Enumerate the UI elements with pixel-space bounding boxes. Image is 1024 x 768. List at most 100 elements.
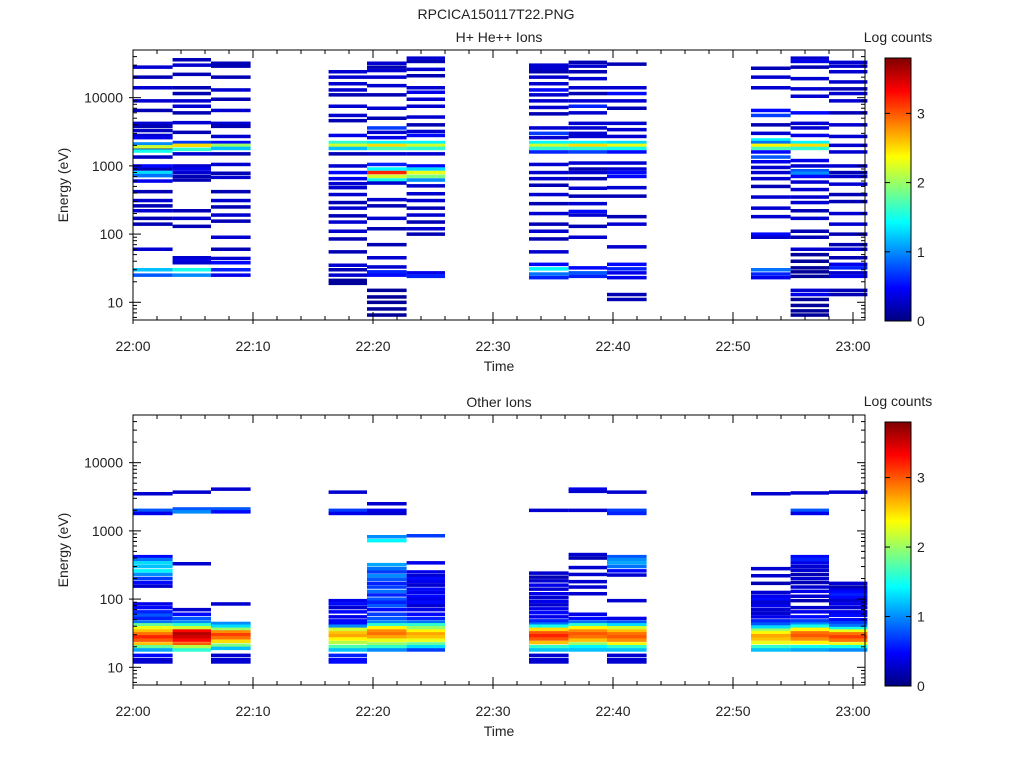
colorbar-tick-label: 3 (917, 105, 925, 121)
heatmap-cell (172, 626, 211, 630)
heatmap-cell (529, 624, 569, 628)
heatmap-cell (367, 65, 407, 69)
heatmap-cell (328, 229, 367, 233)
heatmap-cell (133, 576, 173, 581)
heatmap-cell (568, 592, 607, 596)
heatmap-cell (751, 123, 791, 127)
heatmap-cell (172, 642, 211, 646)
heatmap-cell (328, 624, 367, 628)
heatmap-cell (790, 209, 829, 213)
heatmap-cell (133, 623, 173, 627)
y-tick-label: 100 (100, 591, 124, 607)
heatmap-cell (607, 623, 647, 627)
heatmap-cell (529, 603, 569, 607)
heatmap-cell (529, 583, 569, 587)
heatmap-cell (328, 645, 367, 649)
heatmap-cell (133, 173, 173, 178)
heatmap-cell (328, 281, 367, 286)
heatmap-cell (829, 266, 868, 270)
heatmap-cell (529, 88, 569, 92)
heatmap-cell (529, 135, 569, 140)
heatmap-cell (829, 211, 868, 216)
heatmap-cell (751, 131, 791, 136)
heatmap-cell (568, 99, 607, 103)
heatmap-cell (751, 138, 791, 142)
heatmap-cell (568, 266, 607, 270)
heatmap-cell (751, 184, 791, 189)
heatmap-cell (211, 633, 251, 637)
y-tick-label: 10000 (84, 90, 123, 106)
heatmap-cell (529, 640, 569, 645)
heatmap-cell (328, 631, 367, 635)
heatmap-cell (328, 146, 367, 151)
heatmap-cell (790, 585, 829, 589)
heatmap-cell (328, 268, 367, 272)
heatmap-cell (367, 604, 407, 608)
heatmap-cell (367, 574, 407, 578)
heatmap-cell (133, 561, 173, 565)
heatmap-cell (133, 142, 173, 146)
heatmap-cell (790, 229, 829, 233)
heatmap-cell (172, 164, 211, 168)
heatmap-cell (406, 178, 445, 182)
heatmap-cell (133, 629, 173, 633)
heatmap-cell (790, 87, 829, 91)
heatmap-cell (529, 131, 569, 136)
heatmap-cell (829, 590, 868, 595)
heatmap-cell (406, 579, 445, 584)
heatmap-cell (607, 245, 647, 249)
heatmap-cell (406, 152, 445, 156)
heatmap-cell (829, 182, 868, 186)
heatmap-cell (529, 140, 569, 145)
heatmap-cell (406, 570, 445, 574)
heatmap-cell (607, 86, 647, 90)
heatmap-cell (790, 640, 829, 645)
heatmap-cell (367, 216, 407, 221)
heatmap-cell (529, 653, 569, 658)
heatmap-cell (133, 564, 173, 569)
heatmap-cell (211, 507, 251, 511)
heatmap-cell (328, 619, 367, 623)
heatmap-cell (133, 653, 173, 658)
heatmap-cell (211, 602, 251, 606)
heatmap-cell (367, 270, 407, 274)
heatmap-cell (367, 538, 407, 543)
heatmap-cell (607, 653, 647, 658)
heatmap-cell (751, 268, 791, 272)
heatmap-cell (172, 91, 211, 96)
heatmap-cell (406, 600, 445, 604)
heatmap-cell (172, 174, 211, 179)
heatmap-cell (328, 93, 367, 97)
heatmap-cell (211, 140, 251, 145)
x-tick-label: 22:10 (235, 703, 270, 719)
heatmap-cell (172, 638, 211, 642)
heatmap-cell (607, 146, 647, 151)
heatmap-cell (406, 623, 445, 627)
heatmap-cell (211, 660, 251, 664)
heatmap-cell (367, 607, 407, 612)
heatmap-cell (790, 303, 829, 308)
heatmap-cell (133, 247, 173, 251)
heatmap-cell (607, 645, 647, 649)
heatmap-cell (133, 616, 173, 621)
heatmap-cell (406, 632, 445, 636)
heatmap-cell (328, 657, 367, 662)
heatmap-cell (568, 140, 607, 145)
heatmap-cell (751, 597, 791, 601)
heatmap-cell (328, 615, 367, 619)
heatmap-cell (751, 66, 791, 70)
heatmap-cell (367, 181, 407, 185)
heatmap-cell (829, 610, 868, 614)
heatmap-cell (829, 134, 868, 139)
heatmap-cell (367, 174, 407, 179)
heatmap-cell (211, 621, 251, 626)
heatmap-cell (829, 595, 868, 600)
heatmap-cell (367, 68, 407, 73)
heatmap-cell (406, 67, 445, 72)
heatmap-cell (529, 607, 569, 611)
heatmap-cell (406, 271, 445, 275)
heatmap-cell (790, 508, 829, 513)
heatmap-cell (790, 146, 829, 151)
heatmap-cell (529, 250, 569, 254)
colorbar-tick-label: 2 (917, 175, 925, 191)
